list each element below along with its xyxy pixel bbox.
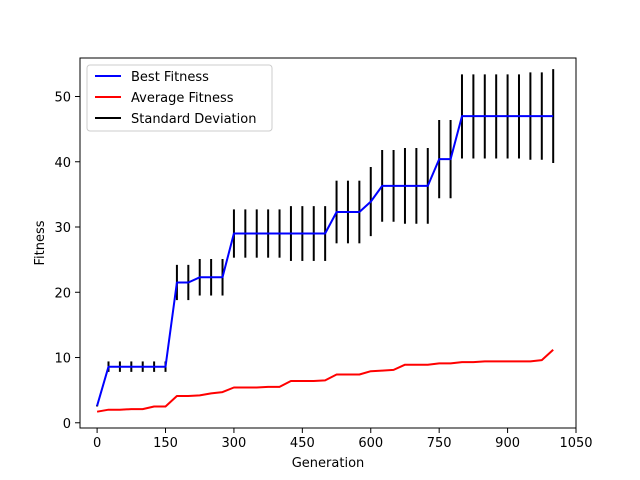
x-tick-label-300: 300 [222, 436, 247, 451]
legend-label-average: Average Fitness [131, 91, 234, 106]
x-tick-label-0: 0 [93, 436, 101, 451]
x-tick-label-1050: 1050 [559, 436, 592, 451]
legend-label-best: Best Fitness [131, 70, 209, 85]
y-axis-label: Fitness [33, 220, 48, 265]
legend-box [86, 64, 273, 132]
x-tick-label-600: 600 [358, 436, 383, 451]
y-tick-label-40: 40 [54, 156, 71, 171]
legend: Best Fitness Average Fitness Standard De… [86, 64, 273, 132]
series-lines [96, 115, 554, 413]
series-line-best-fitness [96, 115, 554, 407]
x-tick-label-150: 150 [153, 436, 178, 451]
y-tick-label-0: 0 [63, 417, 71, 432]
y-tick-label-20: 20 [54, 286, 71, 301]
series-line-average-fitness [96, 348, 554, 413]
y-tick-label-50: 50 [54, 91, 71, 106]
legend-label-std: Standard Deviation [131, 112, 256, 127]
x-tick-label-450: 450 [290, 436, 315, 451]
x-tick-label-900: 900 [495, 436, 520, 451]
y-tick-label-10: 10 [54, 352, 71, 367]
x-axis-label: Generation [292, 456, 365, 471]
x-tick-label-750: 750 [427, 436, 452, 451]
plot-frame [79, 57, 577, 429]
y-tick-label-30: 30 [54, 221, 71, 236]
y-axis-ticks: 0 10 20 30 40 50 [54, 91, 80, 432]
x-axis-ticks: 0 150 300 450 600 750 900 1050 [93, 428, 593, 451]
